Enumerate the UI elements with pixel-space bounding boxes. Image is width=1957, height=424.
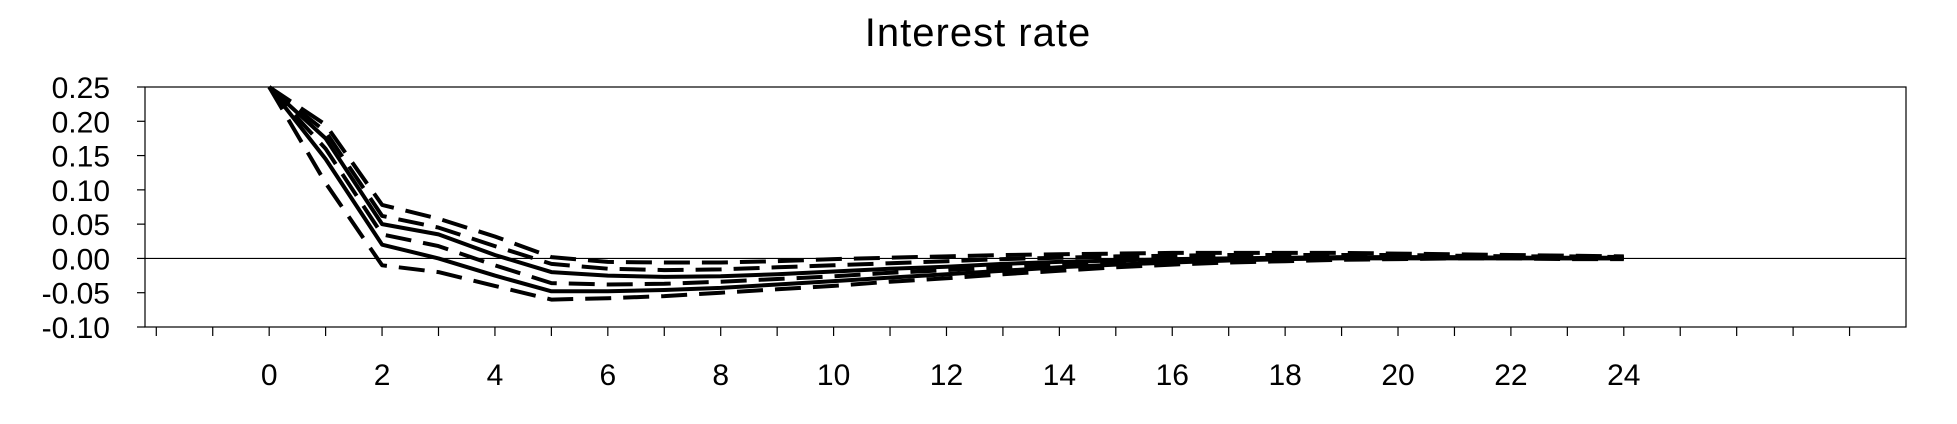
x-tick-label: 2 [374, 359, 391, 392]
y-tick-label: -0.05 [42, 278, 110, 311]
x-tick-label: 14 [1043, 359, 1076, 392]
x-tick-label: 18 [1268, 359, 1301, 392]
series-line-3 [268, 85, 1624, 265]
y-tick-label: 0.25 [52, 72, 110, 105]
y-tick-label: -0.10 [42, 312, 110, 345]
x-tick-label: 8 [712, 359, 729, 392]
y-tick-label: 0.10 [52, 175, 110, 208]
x-tick-label: 24 [1607, 359, 1640, 392]
series-group [267, 85, 1624, 302]
plot-frame [144, 86, 1907, 328]
x-axis: 0 2 4 6 8 10 12 14 16 18 20 22 24 [155, 327, 1851, 392]
y-tick-label: 0.20 [52, 106, 110, 139]
chart-title: Interest rate [865, 11, 1091, 55]
y-tick-label: 0.00 [52, 243, 110, 276]
y-tick-label: 0.05 [52, 209, 110, 242]
series-line-1 [267, 85, 1624, 279]
x-tick-label: 20 [1381, 359, 1414, 392]
y-tick-label: 0.15 [52, 141, 110, 174]
x-tick-label: 0 [261, 359, 278, 392]
x-tick-label: 4 [487, 359, 504, 392]
x-tick-label: 6 [599, 359, 616, 392]
x-tick-label: 16 [1156, 359, 1189, 392]
x-tick-label: 12 [930, 359, 963, 392]
series-line-6 [267, 85, 1624, 302]
x-tick-label: 22 [1494, 359, 1527, 392]
series-line-4 [267, 85, 1624, 273]
x-tick-label: 10 [817, 359, 850, 392]
y-axis: 0.250.200.150.100.050.00-0.05-0.10 [42, 72, 145, 345]
